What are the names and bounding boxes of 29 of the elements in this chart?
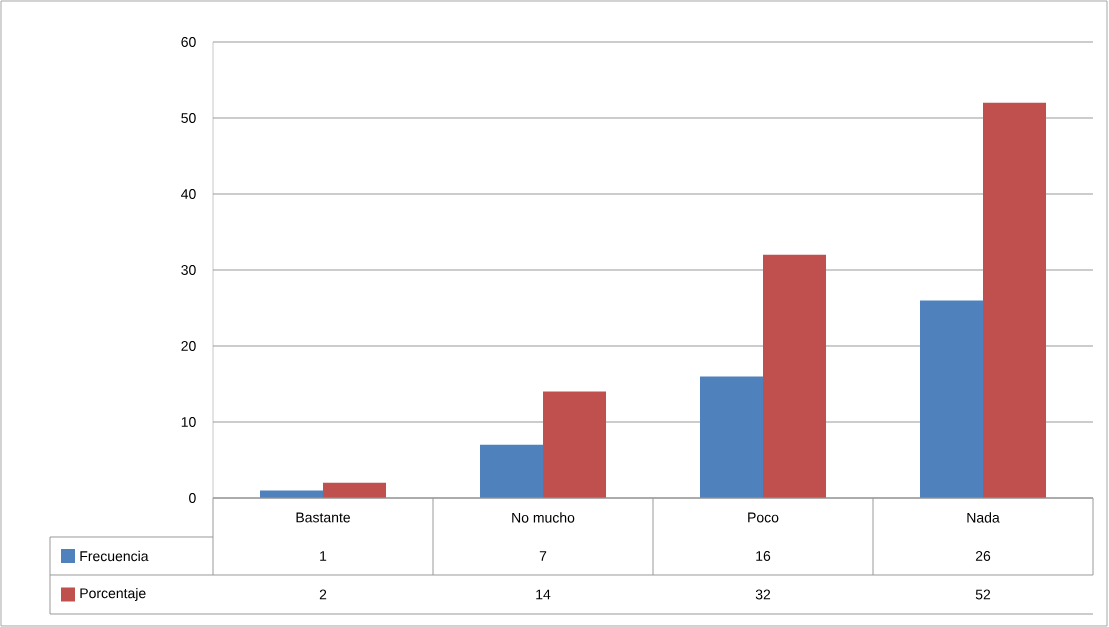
y-tick-label: 10 — [181, 417, 196, 427]
data-label: 52 — [975, 589, 991, 600]
data-label: 2 — [319, 589, 327, 600]
x-tick-label: Bastante — [296, 512, 350, 523]
bar — [763, 254, 826, 498]
bar — [983, 102, 1046, 498]
data-label: 32 — [755, 589, 771, 600]
bar — [700, 376, 763, 498]
data-label: 7 — [539, 551, 547, 561]
x-tick-label: Poco — [748, 512, 779, 523]
data-label: 1 — [320, 551, 327, 561]
y-tick-label: 20 — [181, 341, 196, 351]
bar — [480, 444, 544, 498]
bar — [543, 391, 607, 498]
y-tick-label: 50 — [181, 113, 196, 123]
bar — [323, 482, 387, 498]
y-tick-label: 40 — [181, 189, 196, 199]
bar — [920, 300, 983, 498]
legend-label: Porcentaje — [80, 587, 146, 601]
data-label: 16 — [756, 551, 771, 561]
bar — [260, 490, 324, 498]
y-tick-label: 60 — [181, 37, 196, 47]
y-tick-label: 30 — [181, 265, 196, 275]
legend-label: Frecuencia — [80, 550, 149, 562]
x-tick-label: Nada — [967, 512, 1000, 523]
data-label: 14 — [536, 589, 551, 600]
y-tick-label: 0 — [189, 493, 196, 503]
x-tick-label: No mucho — [512, 512, 575, 523]
data-label: 26 — [975, 551, 991, 561]
